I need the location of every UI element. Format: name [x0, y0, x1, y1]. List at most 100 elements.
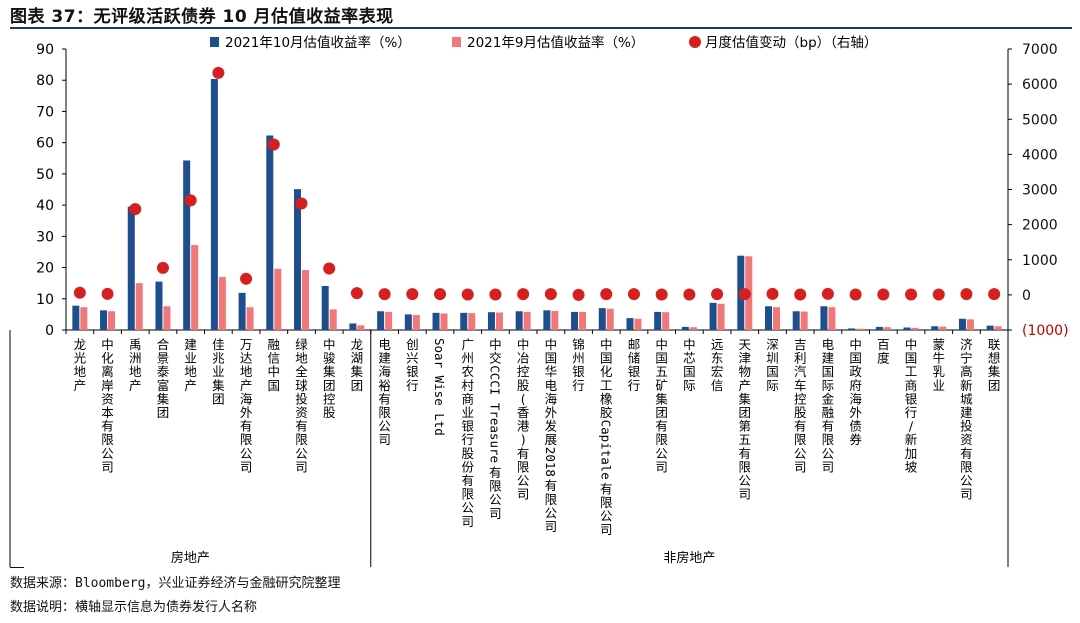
- bar-sep: [108, 311, 116, 330]
- category-label-char: 投: [295, 391, 308, 406]
- category-label-char: 工: [905, 364, 918, 379]
- category-label-char: 资: [960, 432, 973, 447]
- category-label-char: 业: [184, 351, 197, 366]
- category-label-latin: Soar Wise Ltd: [432, 338, 447, 436]
- category-label-char: 公: [960, 473, 973, 488]
- category-label-char: 公: [378, 419, 391, 434]
- change-dot: [129, 203, 142, 216]
- category-label-char: 集: [212, 378, 225, 393]
- category-label-char: 岸: [101, 378, 114, 393]
- y-left-tick-label: 0: [45, 323, 54, 339]
- category-label-char: 地: [184, 364, 197, 379]
- y-right-tick-label: 0: [1022, 288, 1031, 304]
- category-label-char: 集: [988, 364, 1001, 379]
- y-right-tick-label: 5000: [1022, 112, 1058, 128]
- category-label-char: 远: [711, 337, 724, 352]
- category-label-char: 津: [739, 351, 752, 366]
- category-label-char: 信: [268, 351, 281, 366]
- bar-oct: [210, 78, 218, 330]
- y-right-tick-label: 4000: [1022, 147, 1058, 163]
- category-label-char: 中: [849, 337, 862, 352]
- category-label-char: 份: [461, 459, 474, 474]
- bar-oct: [654, 311, 662, 330]
- category-label-char: 有: [739, 446, 752, 461]
- category-label-char: 海: [240, 391, 253, 406]
- bar-oct: [487, 312, 495, 330]
- change-dot: [627, 288, 640, 301]
- category-label-char: 际: [766, 378, 779, 393]
- category-label-char: 国: [849, 351, 862, 366]
- bar-oct: [820, 306, 828, 330]
- change-dot: [267, 138, 280, 151]
- group-label: 房地产: [171, 550, 210, 566]
- category-label-char: 百: [877, 337, 890, 352]
- legend-marker-change: [689, 36, 701, 48]
- bar-sep: [191, 245, 199, 330]
- category-label-char: 限: [378, 405, 391, 420]
- category-label-char: 司: [378, 432, 391, 447]
- category-label-char: 国: [655, 351, 668, 366]
- bar-oct: [626, 318, 634, 330]
- change-dot: [905, 288, 918, 301]
- category-label-char: 商: [905, 378, 918, 393]
- bar-oct: [100, 310, 108, 330]
- category-label-char: 新: [960, 378, 973, 393]
- category-label-char: 中: [905, 337, 918, 352]
- category-label-char: 业: [461, 405, 474, 420]
- change-dot: [73, 286, 86, 299]
- legend-label: 月度估值变动（bp）（右轴）: [705, 35, 877, 51]
- category-label-char: 股: [794, 405, 807, 420]
- legend-label: 2021年9月估值收益率（%）: [467, 34, 644, 51]
- category-label-char: 高: [960, 364, 973, 379]
- bar-sep: [246, 307, 254, 330]
- category-label-char: 创: [406, 337, 419, 352]
- category-label-char: 有: [794, 419, 807, 434]
- chart-title: 图表 37：无评级活跃债券 10 月估值收益率表现: [10, 7, 394, 27]
- category-label-char: 限: [295, 432, 308, 447]
- category-label-char: 限: [489, 479, 502, 494]
- category-label-char: 股: [323, 405, 336, 420]
- category-label-char: (: [521, 391, 526, 406]
- category-label-char: 限: [101, 432, 114, 447]
- category-label-char: 化: [101, 351, 114, 366]
- category-label-char: 加: [905, 446, 918, 461]
- category-label-char: 公: [794, 446, 807, 461]
- category-label-char: 五: [739, 432, 752, 447]
- category-label-char: 海: [545, 391, 558, 406]
- category-label-char: 中: [268, 364, 281, 379]
- bar-oct: [709, 302, 717, 330]
- change-dot: [988, 288, 1001, 301]
- category-label-char: 邮: [628, 337, 641, 352]
- category-label-char: 司: [600, 522, 613, 537]
- category-label-char: 公: [517, 473, 530, 488]
- category-label-char: 村: [461, 378, 474, 393]
- bar-oct: [432, 312, 440, 330]
- category-label-char: 公: [101, 446, 114, 461]
- bar-oct: [321, 285, 329, 330]
- bar-sep: [800, 311, 808, 330]
- category-label-char: 城: [960, 391, 973, 406]
- category-label-char: 政: [849, 364, 862, 379]
- category-label-char: 中: [489, 337, 502, 352]
- category-label-char: 牛: [932, 351, 945, 366]
- category-label-char: 业: [932, 378, 945, 393]
- category-label-char: 业: [212, 364, 225, 379]
- category-label-char: 商: [461, 391, 474, 406]
- y-right-tick-label: 3000: [1022, 183, 1058, 199]
- bar-sep: [163, 306, 171, 330]
- y-right-tick-label: 1000: [1022, 253, 1058, 269]
- category-label-char: 工: [600, 378, 613, 393]
- category-label-char: 胶: [600, 405, 613, 420]
- category-label-char: 离: [101, 364, 114, 379]
- category-label-char: 储: [628, 351, 641, 366]
- bar-sep: [606, 308, 614, 330]
- chart-legend: 2021年10月估值收益率（%） 2021年9月估值收益率（%） 月度估值变动（bp…: [210, 34, 877, 51]
